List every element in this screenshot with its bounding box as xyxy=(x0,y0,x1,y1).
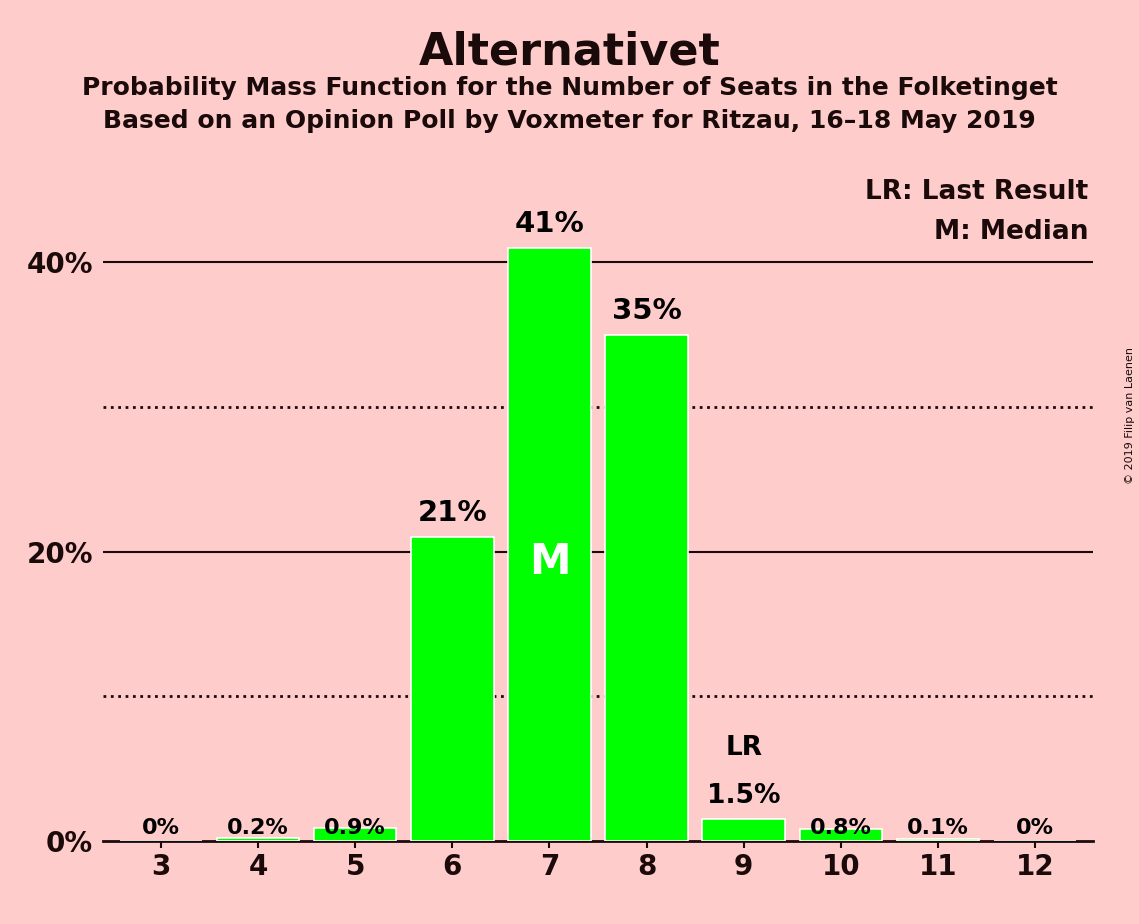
Text: 35%: 35% xyxy=(612,297,681,324)
Text: LR: Last Result: LR: Last Result xyxy=(866,179,1089,205)
Text: 0.8%: 0.8% xyxy=(810,818,871,838)
Text: LR: LR xyxy=(726,736,762,761)
Bar xyxy=(703,820,785,841)
Text: 0%: 0% xyxy=(141,818,180,838)
Text: Alternativet: Alternativet xyxy=(419,30,720,74)
Text: 41%: 41% xyxy=(515,210,584,237)
Text: 0.2%: 0.2% xyxy=(227,818,289,838)
Text: 0%: 0% xyxy=(1016,818,1055,838)
Text: M: M xyxy=(528,541,571,583)
Text: © 2019 Filip van Laenen: © 2019 Filip van Laenen xyxy=(1125,347,1134,484)
Bar xyxy=(411,537,493,841)
Text: 1.5%: 1.5% xyxy=(707,783,780,809)
Text: Probability Mass Function for the Number of Seats in the Folketinget: Probability Mass Function for the Number… xyxy=(82,76,1057,100)
Bar xyxy=(508,248,591,841)
Text: Based on an Opinion Poll by Voxmeter for Ritzau, 16–18 May 2019: Based on an Opinion Poll by Voxmeter for… xyxy=(104,109,1035,133)
Bar xyxy=(800,829,882,841)
Bar xyxy=(896,839,980,841)
Bar xyxy=(314,828,396,841)
Text: 0.9%: 0.9% xyxy=(325,818,386,838)
Text: M: Median: M: Median xyxy=(934,219,1089,245)
Text: 21%: 21% xyxy=(417,499,487,527)
Bar xyxy=(605,334,688,841)
Bar xyxy=(216,838,300,841)
Text: 0.1%: 0.1% xyxy=(907,818,969,838)
